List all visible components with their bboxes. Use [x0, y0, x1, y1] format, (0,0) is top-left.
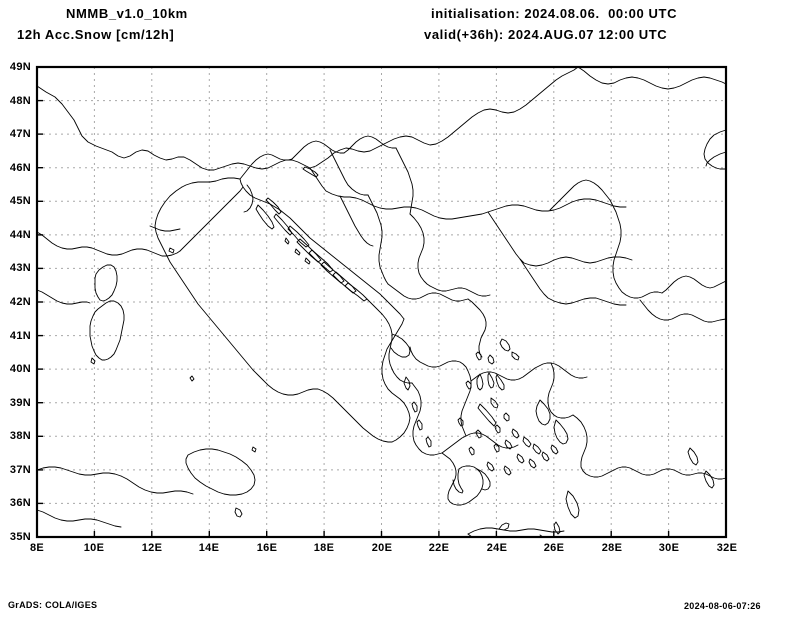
tick-marks	[37, 99, 670, 537]
x-axis-tick-label: 26E	[543, 542, 565, 554]
y-axis-tick-label: 49N	[9, 61, 31, 73]
x-axis-tick-label: 18E	[313, 542, 335, 554]
y-axis-tick-label: 40N	[9, 363, 31, 375]
x-axis-tick-label: 20E	[371, 542, 393, 554]
x-axis-tick-label: 8E	[29, 542, 45, 554]
valid-time: valid(+36h): 2024.AUG.07 12:00 UTC	[424, 27, 668, 42]
x-axis-tick-label: 22E	[428, 542, 450, 554]
x-axis-tick-label: 12E	[141, 542, 163, 554]
y-axis-tick-label: 43N	[9, 262, 31, 274]
y-axis-tick-label: 36N	[9, 497, 31, 509]
x-axis-tick-label: 14E	[198, 542, 220, 554]
y-axis-tick-label: 42N	[9, 296, 31, 308]
y-axis-tick-label: 38N	[9, 430, 31, 442]
x-axis-tick-label: 32E	[716, 542, 738, 554]
footer-timestamp: 2024-08-06-07:26	[684, 601, 761, 611]
y-axis-tick-label: 48N	[9, 95, 31, 107]
x-axis-tick-label: 10E	[83, 542, 105, 554]
y-axis-tick-label: 46N	[9, 162, 31, 174]
y-axis-tick-label: 37N	[9, 464, 31, 476]
x-axis-tick-label: 16E	[256, 542, 278, 554]
footer-credit: GrADS: COLA/IGES	[8, 600, 98, 610]
coastlines-and-borders	[36, 66, 727, 538]
y-axis-tick-label: 39N	[9, 397, 31, 409]
page-title-model: NMMB_v1.0_10km	[66, 6, 188, 21]
y-axis-tick-label: 41N	[9, 330, 31, 342]
initialisation-time: initialisation: 2024.08.06. 00:00 UTC	[431, 6, 678, 21]
y-axis-tick-label: 35N	[9, 531, 31, 543]
x-axis-tick-label: 28E	[601, 542, 623, 554]
y-axis-tick-label: 45N	[9, 195, 31, 207]
y-axis-tick-label: 47N	[9, 128, 31, 140]
x-axis-tick-label: 30E	[658, 542, 680, 554]
x-axis-tick-label: 24E	[486, 542, 508, 554]
page-title-field: 12h Acc.Snow [cm/12h]	[17, 27, 175, 42]
y-axis-tick-label: 44N	[9, 229, 31, 241]
